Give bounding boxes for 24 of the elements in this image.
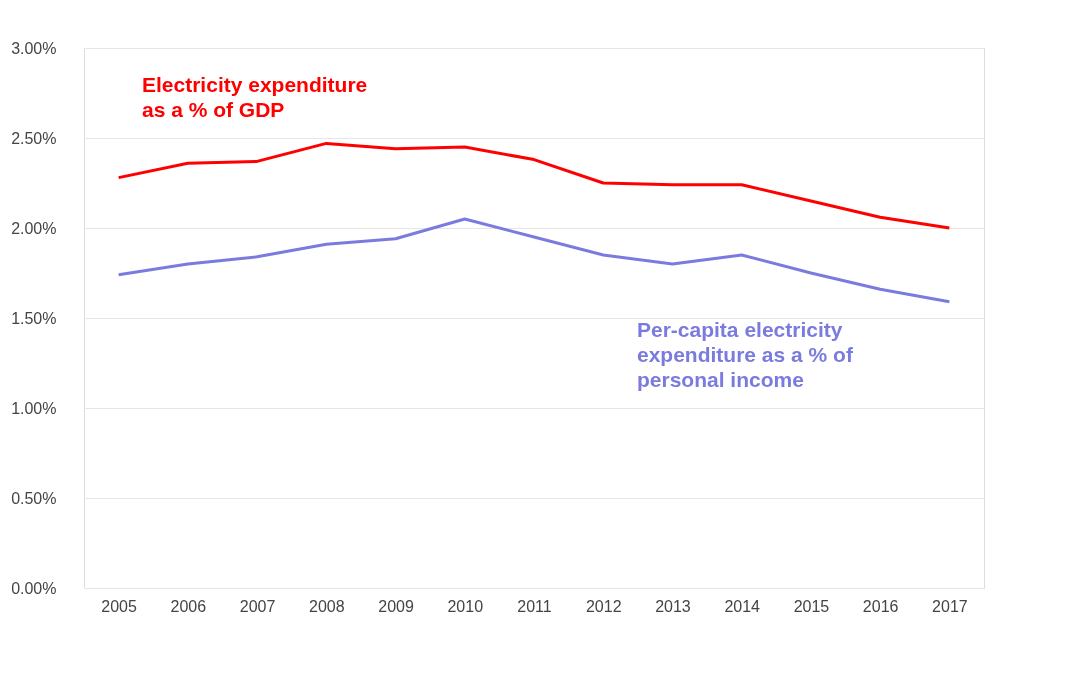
line-series [117, 217, 951, 304]
y-tick-label: 2.00% [11, 219, 57, 237]
x-tick-label: 2013 [655, 597, 691, 615]
y-tick-label: 3.00% [11, 39, 57, 57]
x-tick-label: 2007 [239, 597, 276, 615]
y-tick-label: 0.50% [11, 489, 57, 507]
x-tick-label: 2010 [447, 597, 484, 615]
y-tick-label: 1.50% [11, 309, 57, 327]
x-tick-label: 2011 [517, 597, 552, 615]
y-tick-label: 0.00% [11, 579, 57, 597]
x-tick-label: 2015 [793, 597, 830, 615]
y-tick-label: 2.50% [11, 129, 57, 147]
x-tick-label: 2008 [309, 597, 345, 615]
x-tick-label: 2017 [932, 597, 968, 615]
y-tick-label: 1.00% [11, 399, 57, 417]
x-tick-label: 2009 [378, 597, 414, 615]
x-tick-label: 2014 [724, 597, 761, 615]
x-tick-label: 2006 [170, 597, 207, 615]
x-tick-label: 2005 [101, 597, 138, 615]
line-series [117, 141, 951, 230]
series-label: Electricity expenditure as a % of GDP [142, 73, 368, 121]
x-tick-label: 2016 [862, 597, 899, 615]
x-tick-label: 2012 [585, 597, 622, 615]
series-label: Per-capita electricity expenditure as a % of personal income [637, 318, 854, 391]
